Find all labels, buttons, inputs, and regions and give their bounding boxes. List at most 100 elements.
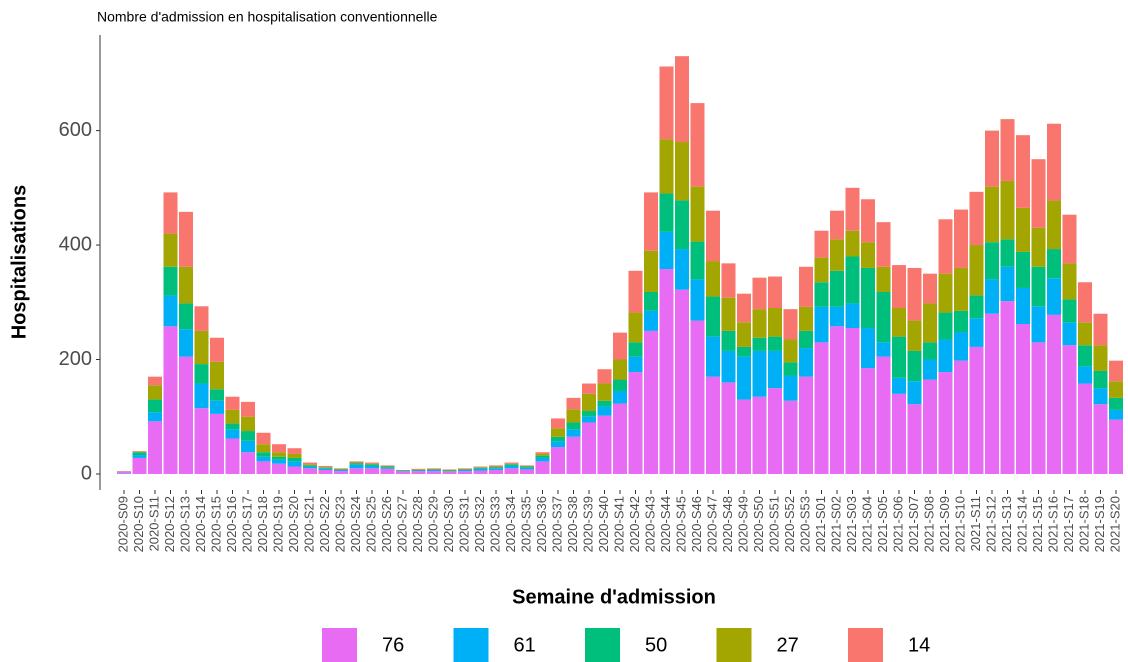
x-tick-label: 2020-S27	[394, 496, 409, 552]
bar-segment	[272, 452, 286, 457]
x-tick-label: 2020-S38	[565, 496, 580, 552]
bar-segment	[1062, 322, 1077, 346]
bar-segment	[163, 233, 178, 267]
x-tick-label: 2020-S43	[642, 496, 657, 552]
bar-segment	[365, 468, 379, 474]
bar-segment	[706, 261, 720, 297]
bar-segment	[179, 303, 193, 330]
bar-segment	[985, 313, 999, 474]
x-tick-label: 2020-S18	[255, 496, 270, 552]
bar-segment	[861, 242, 875, 268]
bar-segment	[783, 339, 798, 363]
bar-segment	[287, 466, 302, 474]
bar-segment	[256, 461, 271, 474]
bar-segment	[845, 303, 860, 329]
bar-segment	[473, 470, 488, 474]
bar-segment	[1047, 278, 1061, 315]
bar-segment	[1078, 383, 1092, 474]
bar-segment	[1109, 381, 1123, 398]
bar-segment	[210, 361, 224, 390]
bar-segment	[1109, 360, 1123, 382]
legend-label: 27	[777, 634, 799, 656]
bar-segment	[117, 471, 131, 473]
bar-segment	[876, 342, 891, 357]
bar-segment	[473, 467, 488, 468]
bar-segment	[1031, 306, 1046, 343]
x-tick-label: 2020-S25	[363, 496, 378, 552]
x-tick-label: 2020-S42	[627, 496, 642, 552]
x-tick-label: 2020-S53	[797, 496, 812, 552]
bar-segment	[783, 400, 798, 474]
bar-segment	[799, 348, 813, 377]
bar-segment	[303, 465, 317, 467]
bar-segment	[535, 453, 550, 456]
bar-segment	[659, 193, 674, 232]
bar-segment	[303, 466, 317, 469]
bar-segment	[954, 360, 968, 474]
bar-segment	[287, 453, 302, 458]
bar-segment	[752, 396, 767, 474]
bar-segment	[969, 245, 984, 296]
y-tick-label: 200	[59, 348, 92, 370]
bar-segment	[923, 379, 937, 474]
bar-segment	[582, 416, 596, 423]
bar-segment	[551, 418, 565, 429]
bar-segment	[675, 249, 689, 290]
bar-segment	[1109, 419, 1123, 474]
bar-segment	[489, 465, 503, 467]
bar-segment	[969, 295, 984, 319]
x-tick-label: 2021-S13	[999, 496, 1014, 552]
legend-swatch	[585, 628, 620, 662]
bar-segment	[845, 328, 860, 474]
bar-segment	[318, 465, 333, 468]
bar-segment	[334, 468, 348, 469]
bar-segment	[334, 469, 348, 470]
bar-segment	[256, 452, 271, 457]
bar-segment	[938, 339, 953, 373]
x-tick-label: 2020-S14	[193, 496, 208, 552]
bar-segment	[768, 388, 782, 474]
bar-segment	[1093, 370, 1108, 389]
bar-segment	[814, 306, 829, 343]
chart-title: Nombre d'admission en hospitalisation co…	[97, 9, 438, 25]
bar-segment	[148, 399, 162, 413]
bar-segment	[287, 457, 302, 462]
x-tick-label: 2020-S29	[425, 496, 440, 552]
bar-segment	[225, 409, 240, 424]
bar-segment	[520, 466, 534, 468]
bar-segment	[458, 468, 472, 469]
legend-swatch	[848, 628, 883, 662]
bar-segment	[613, 390, 627, 404]
x-tick-label: 2021-S06	[890, 496, 905, 552]
bar-segment	[814, 230, 829, 258]
bar-segment	[427, 468, 441, 470]
bar-segment	[380, 466, 395, 468]
bar-segment	[799, 376, 813, 474]
bar-segment	[163, 192, 178, 234]
bar-segment	[907, 350, 922, 382]
bar-segment	[1078, 366, 1092, 384]
bar-segment	[1016, 207, 1030, 252]
x-tick-label: 2020-S16	[224, 496, 239, 552]
bar-segment	[551, 428, 565, 437]
y-tick-label: 600	[59, 119, 92, 141]
bar-segment	[1062, 299, 1077, 323]
bar-segment	[985, 186, 999, 243]
bar-segment	[1047, 123, 1061, 201]
bar-segment	[535, 457, 550, 462]
bar-segment	[132, 452, 147, 456]
bar-segment	[365, 465, 379, 469]
x-tick-label: 2020-S23	[332, 496, 347, 552]
bar-segment	[504, 463, 519, 465]
bar-segment	[458, 468, 472, 470]
x-tick-label: 2021-S07	[906, 496, 921, 552]
x-tick-label: 2020-S13	[177, 496, 192, 552]
legend-label: 50	[645, 634, 667, 656]
x-tick-label: 2021-S09	[937, 496, 952, 552]
bar-segment	[938, 372, 953, 474]
legend-label: 61	[514, 634, 536, 656]
bar-segment	[551, 447, 565, 474]
bar-segment	[1062, 345, 1077, 474]
bar-segment	[597, 400, 612, 407]
bar-segment	[1000, 119, 1015, 181]
